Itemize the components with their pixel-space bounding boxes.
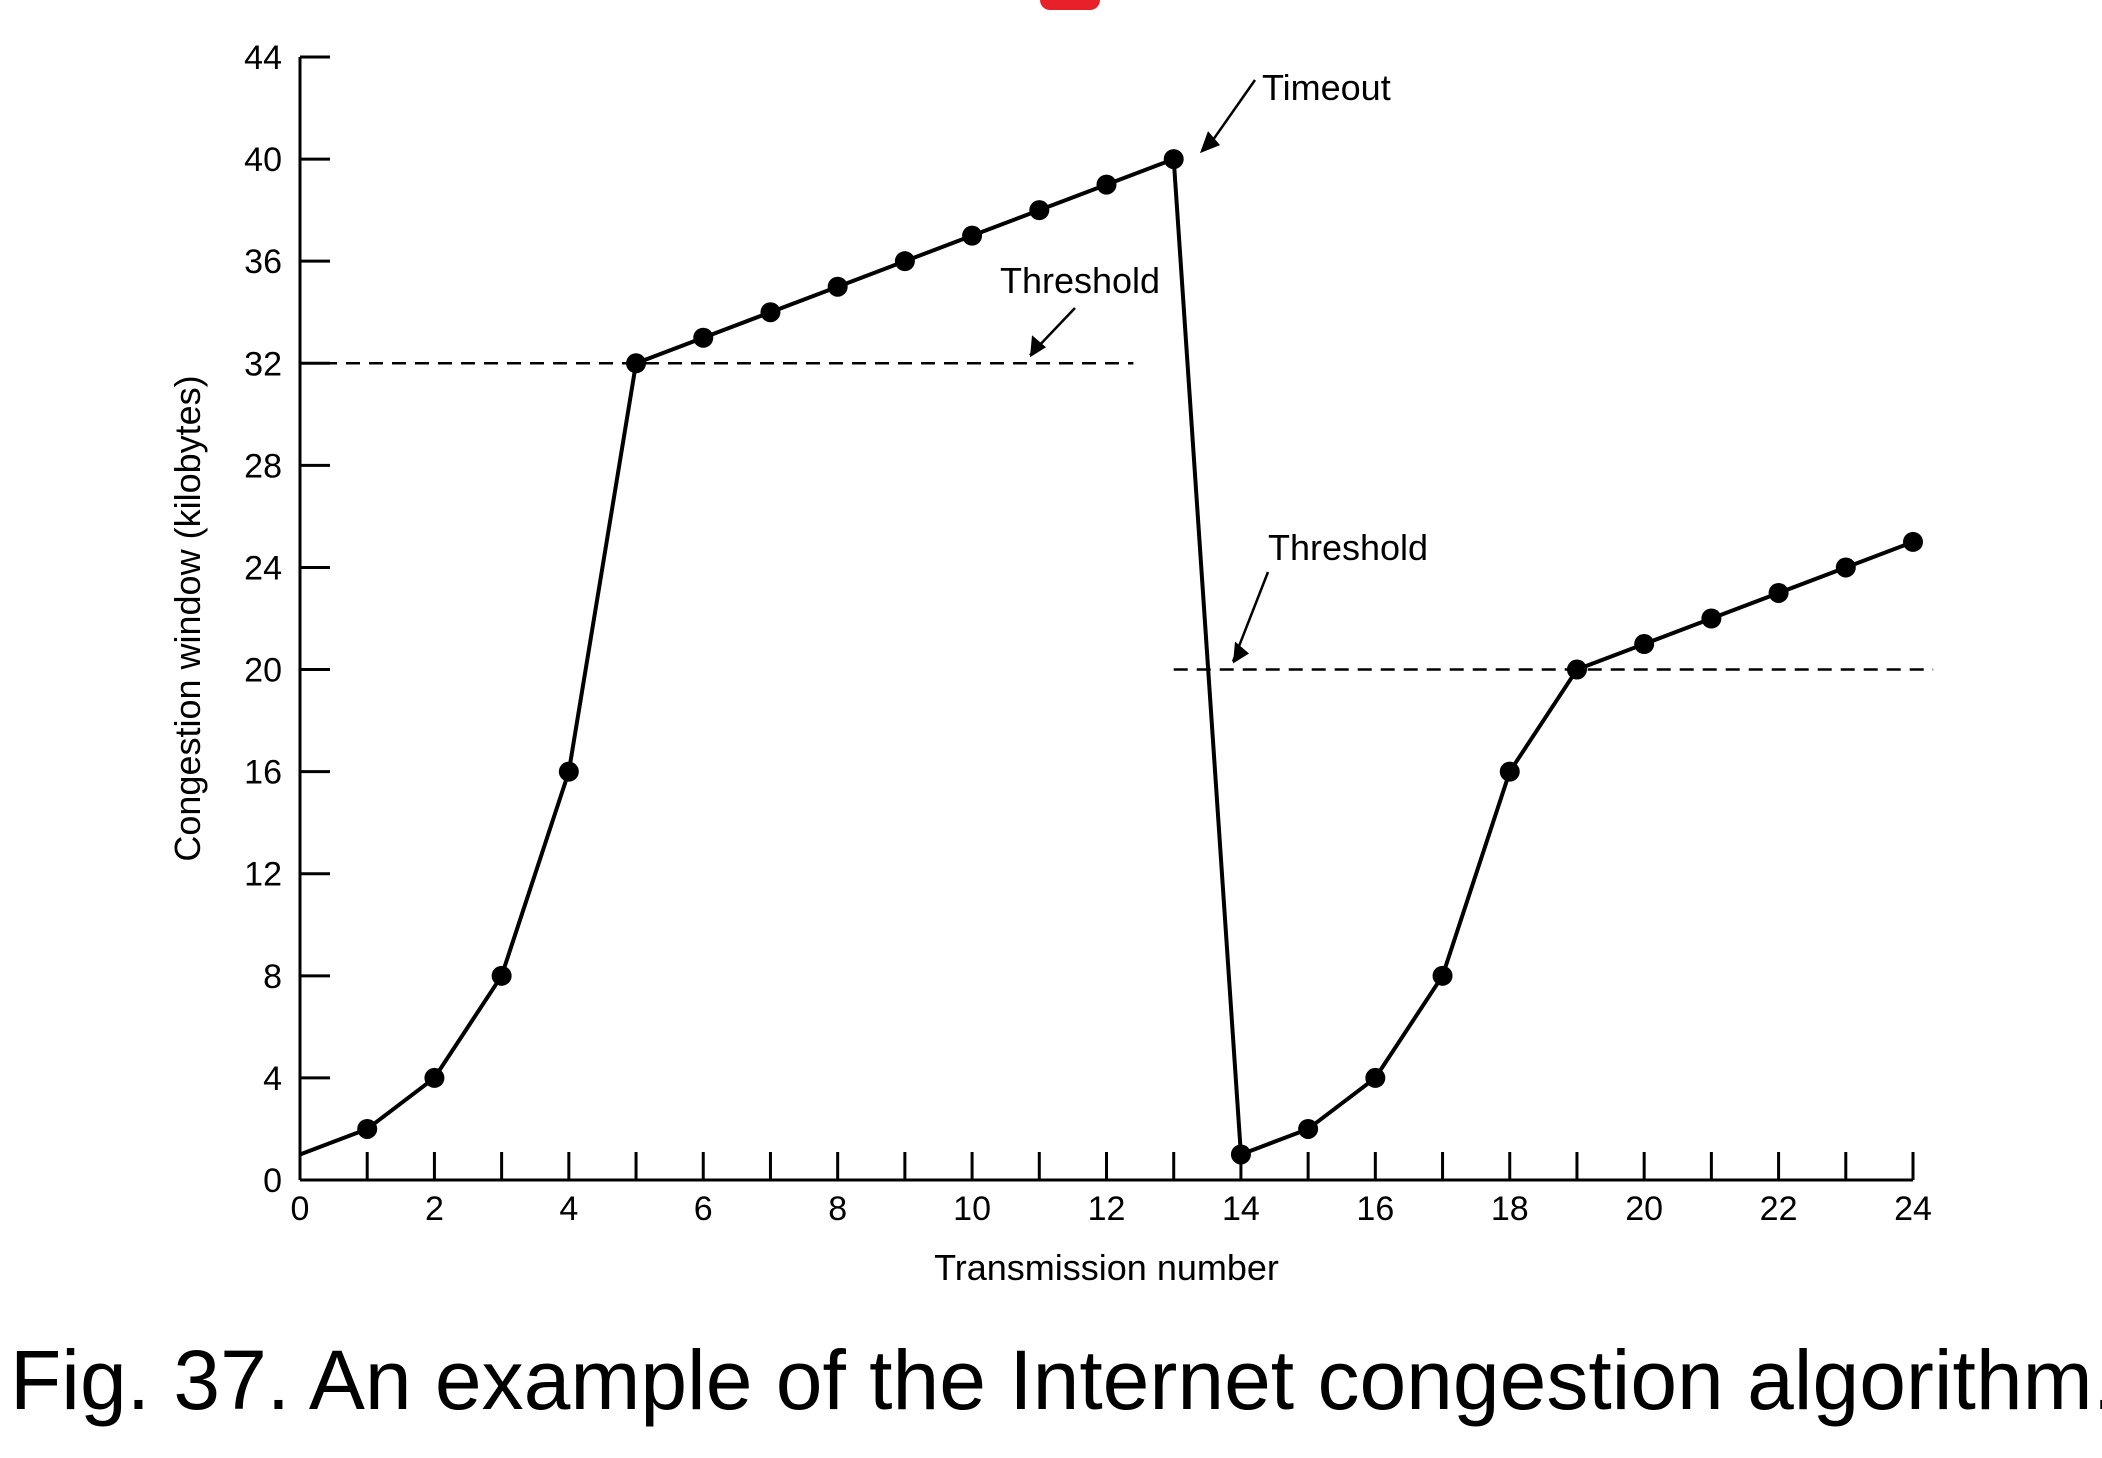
threshold-label: Threshold bbox=[1268, 527, 1428, 568]
data-point bbox=[1029, 200, 1050, 221]
threshold-label: Threshold bbox=[1000, 260, 1160, 301]
y-tick-label: 20 bbox=[244, 652, 282, 690]
y-axis-title: Congestion window (kilobytes) bbox=[167, 375, 208, 861]
data-point bbox=[1365, 1067, 1386, 1088]
congestion-series bbox=[299, 149, 1923, 1165]
data-point bbox=[1163, 149, 1184, 170]
series-line bbox=[299, 157, 1914, 1157]
threshold-lines: Threshold Threshold bbox=[300, 260, 1934, 671]
x-tick-label: 4 bbox=[559, 1190, 578, 1228]
data-point bbox=[1499, 761, 1520, 782]
data-point bbox=[1566, 659, 1587, 680]
data-point bbox=[1634, 634, 1655, 655]
data-point bbox=[626, 353, 647, 374]
data-point bbox=[1903, 531, 1923, 552]
data-point bbox=[1298, 1118, 1319, 1139]
threshold-arrowhead bbox=[1233, 641, 1249, 664]
x-tick-label: 18 bbox=[1491, 1190, 1529, 1228]
y-tick-label: 32 bbox=[244, 345, 282, 383]
x-tick-label: 24 bbox=[1894, 1190, 1932, 1228]
y-tick-label: 36 bbox=[244, 243, 282, 281]
timeout-arrowhead bbox=[1200, 131, 1220, 154]
data-point bbox=[491, 965, 512, 986]
data-point bbox=[558, 761, 579, 782]
data-point bbox=[962, 225, 983, 246]
x-tick-label: 8 bbox=[828, 1190, 847, 1228]
x-tick-label: 16 bbox=[1356, 1190, 1394, 1228]
data-point bbox=[1768, 582, 1789, 603]
data-point bbox=[424, 1067, 445, 1088]
red-accent-mark bbox=[1040, 0, 1100, 10]
y-tick-label: 4 bbox=[263, 1060, 282, 1098]
x-tick-label: 10 bbox=[953, 1190, 991, 1228]
chart-annotations: Timeout bbox=[1200, 67, 1391, 154]
x-tick-label: 12 bbox=[1088, 1190, 1126, 1228]
data-point bbox=[827, 276, 848, 297]
timeout-arrow bbox=[1206, 79, 1257, 148]
x-tick-label: 6 bbox=[694, 1190, 713, 1228]
y-tick-label: 12 bbox=[244, 856, 282, 894]
x-tick-label: 20 bbox=[1625, 1190, 1663, 1228]
y-tick-label: 24 bbox=[244, 549, 282, 587]
x-tick-label: 2 bbox=[425, 1190, 444, 1228]
data-point bbox=[357, 1118, 378, 1139]
timeout-label: Timeout bbox=[1262, 67, 1391, 108]
y-tick-label: 16 bbox=[244, 754, 282, 792]
y-tick-label: 8 bbox=[263, 958, 282, 996]
y-tick-label: 28 bbox=[244, 447, 282, 485]
y-tick-label: 0 bbox=[263, 1162, 282, 1200]
data-point bbox=[1701, 608, 1722, 629]
figure-caption: Fig. 37. An example of the Internet cong… bbox=[10, 1333, 2102, 1427]
y-tick-label: 44 bbox=[244, 39, 282, 77]
data-point bbox=[1835, 557, 1856, 578]
data-point bbox=[693, 327, 714, 348]
threshold-arrowhead bbox=[1030, 335, 1046, 358]
x-tick-label: 14 bbox=[1222, 1190, 1260, 1228]
data-point bbox=[894, 251, 915, 272]
data-point bbox=[760, 302, 781, 323]
data-point bbox=[1230, 1144, 1251, 1165]
x-tick-label: 22 bbox=[1760, 1190, 1798, 1228]
x-axis-title: Transmission number bbox=[934, 1247, 1279, 1288]
data-point bbox=[1096, 174, 1117, 195]
data-point bbox=[1432, 965, 1453, 986]
x-tick-label: 0 bbox=[291, 1190, 310, 1228]
y-tick-label: 40 bbox=[244, 141, 282, 179]
